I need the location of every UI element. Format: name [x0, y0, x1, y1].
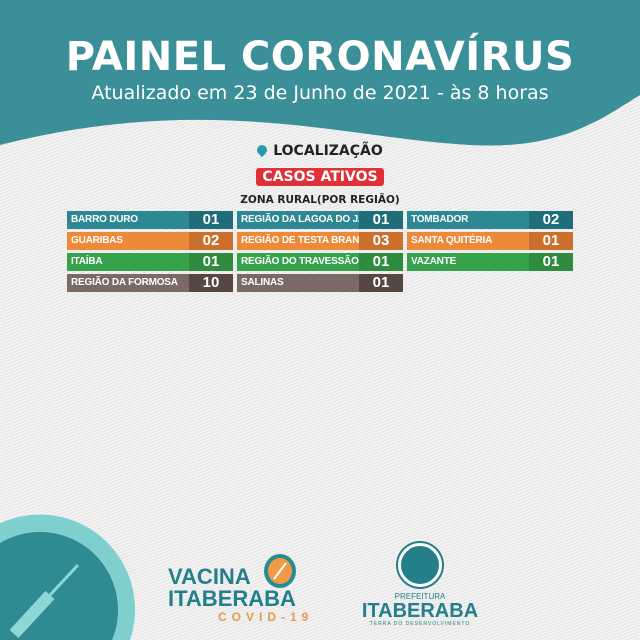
region-count: 01 [359, 211, 403, 229]
region-row: VAZANTE 01 [407, 253, 573, 271]
region-name: TOMBADOR [407, 211, 529, 229]
region-count: 01 [529, 232, 573, 250]
location-heading: LOCALIZAÇÃO [0, 142, 640, 159]
region-count: 01 [189, 211, 233, 229]
region-row: REGIÃO DE TESTA BRANCA03 [237, 232, 403, 250]
region-count: 10 [189, 274, 233, 292]
prefeitura-line3: TERRA DO DESENVOLVIMENTO [369, 621, 471, 627]
region-row: GUARIBAS 02 [67, 232, 233, 250]
region-count: 03 [359, 232, 403, 250]
region-row: SALINAS 01 [237, 274, 403, 292]
vacina-logo-line2: ITABERABA [168, 586, 296, 611]
region-name: SALINAS [237, 274, 359, 292]
region-row: TOMBADOR 02 [407, 211, 573, 229]
region-row: SANTA QUITÉRIA 01 [407, 232, 573, 250]
syringe-icon [9, 563, 80, 639]
vacina-logo-line3: COVID-19 [218, 610, 314, 624]
region-row: REGIÃO DO TRAVESSÃO 01 [237, 253, 403, 271]
region-name: ITAÍBA [67, 253, 189, 271]
update-subtitle: Atualizado em 23 de Junho de 2021 - às 8… [91, 82, 549, 104]
region-count: 01 [359, 274, 403, 292]
vaccine-vial-icon [264, 554, 296, 588]
region-name: REGIÃO DE TESTA BRANCA [237, 232, 359, 250]
location-label: LOCALIZAÇÃO [273, 143, 383, 159]
region-row: REGIÃO DA LAGOA DO JACU01 [237, 211, 403, 229]
region-count: 01 [529, 253, 573, 271]
city-seal-icon [398, 543, 442, 587]
region-count: 02 [529, 211, 573, 229]
region-row: ITAÍBA 01 [67, 253, 233, 271]
page-title: PAINEL CORONAVÍRUS [65, 34, 575, 80]
region-count: 02 [189, 232, 233, 250]
prefeitura-line1: PREFEITURA [394, 592, 446, 601]
region-name: SANTA QUITÉRIA [407, 232, 529, 250]
region-name: GUARIBAS [67, 232, 189, 250]
region-count: 01 [189, 253, 233, 271]
region-count: 01 [359, 253, 403, 271]
region-row: REGIÃO DA FORMOSA 10 [67, 274, 233, 292]
active-cases-badge: CASOS ATIVOS [256, 168, 384, 186]
region-row: BARRO DURO 01 [67, 211, 233, 229]
location-pin-icon [255, 142, 270, 158]
region-name: BARRO DURO [67, 211, 189, 229]
region-name: VAZANTE [407, 253, 529, 271]
zone-title: ZONA RURAL(POR REGIÃO) [240, 194, 400, 206]
header-wave [0, 0, 640, 146]
prefeitura-logo: PREFEITURA ITABERABA TERRA DO DESENVOLVI… [360, 540, 480, 628]
vacina-logo: VACINA ITABERABA COVID-19 [168, 564, 314, 625]
region-name: REGIÃO DA FORMOSA [67, 274, 189, 292]
region-name: REGIÃO DO TRAVESSÃO [237, 253, 359, 271]
vacina-logo-line1: VACINA [168, 564, 251, 589]
prefeitura-line2: ITABERABA [361, 600, 479, 622]
region-name: REGIÃO DA LAGOA DO JACU [237, 211, 359, 229]
